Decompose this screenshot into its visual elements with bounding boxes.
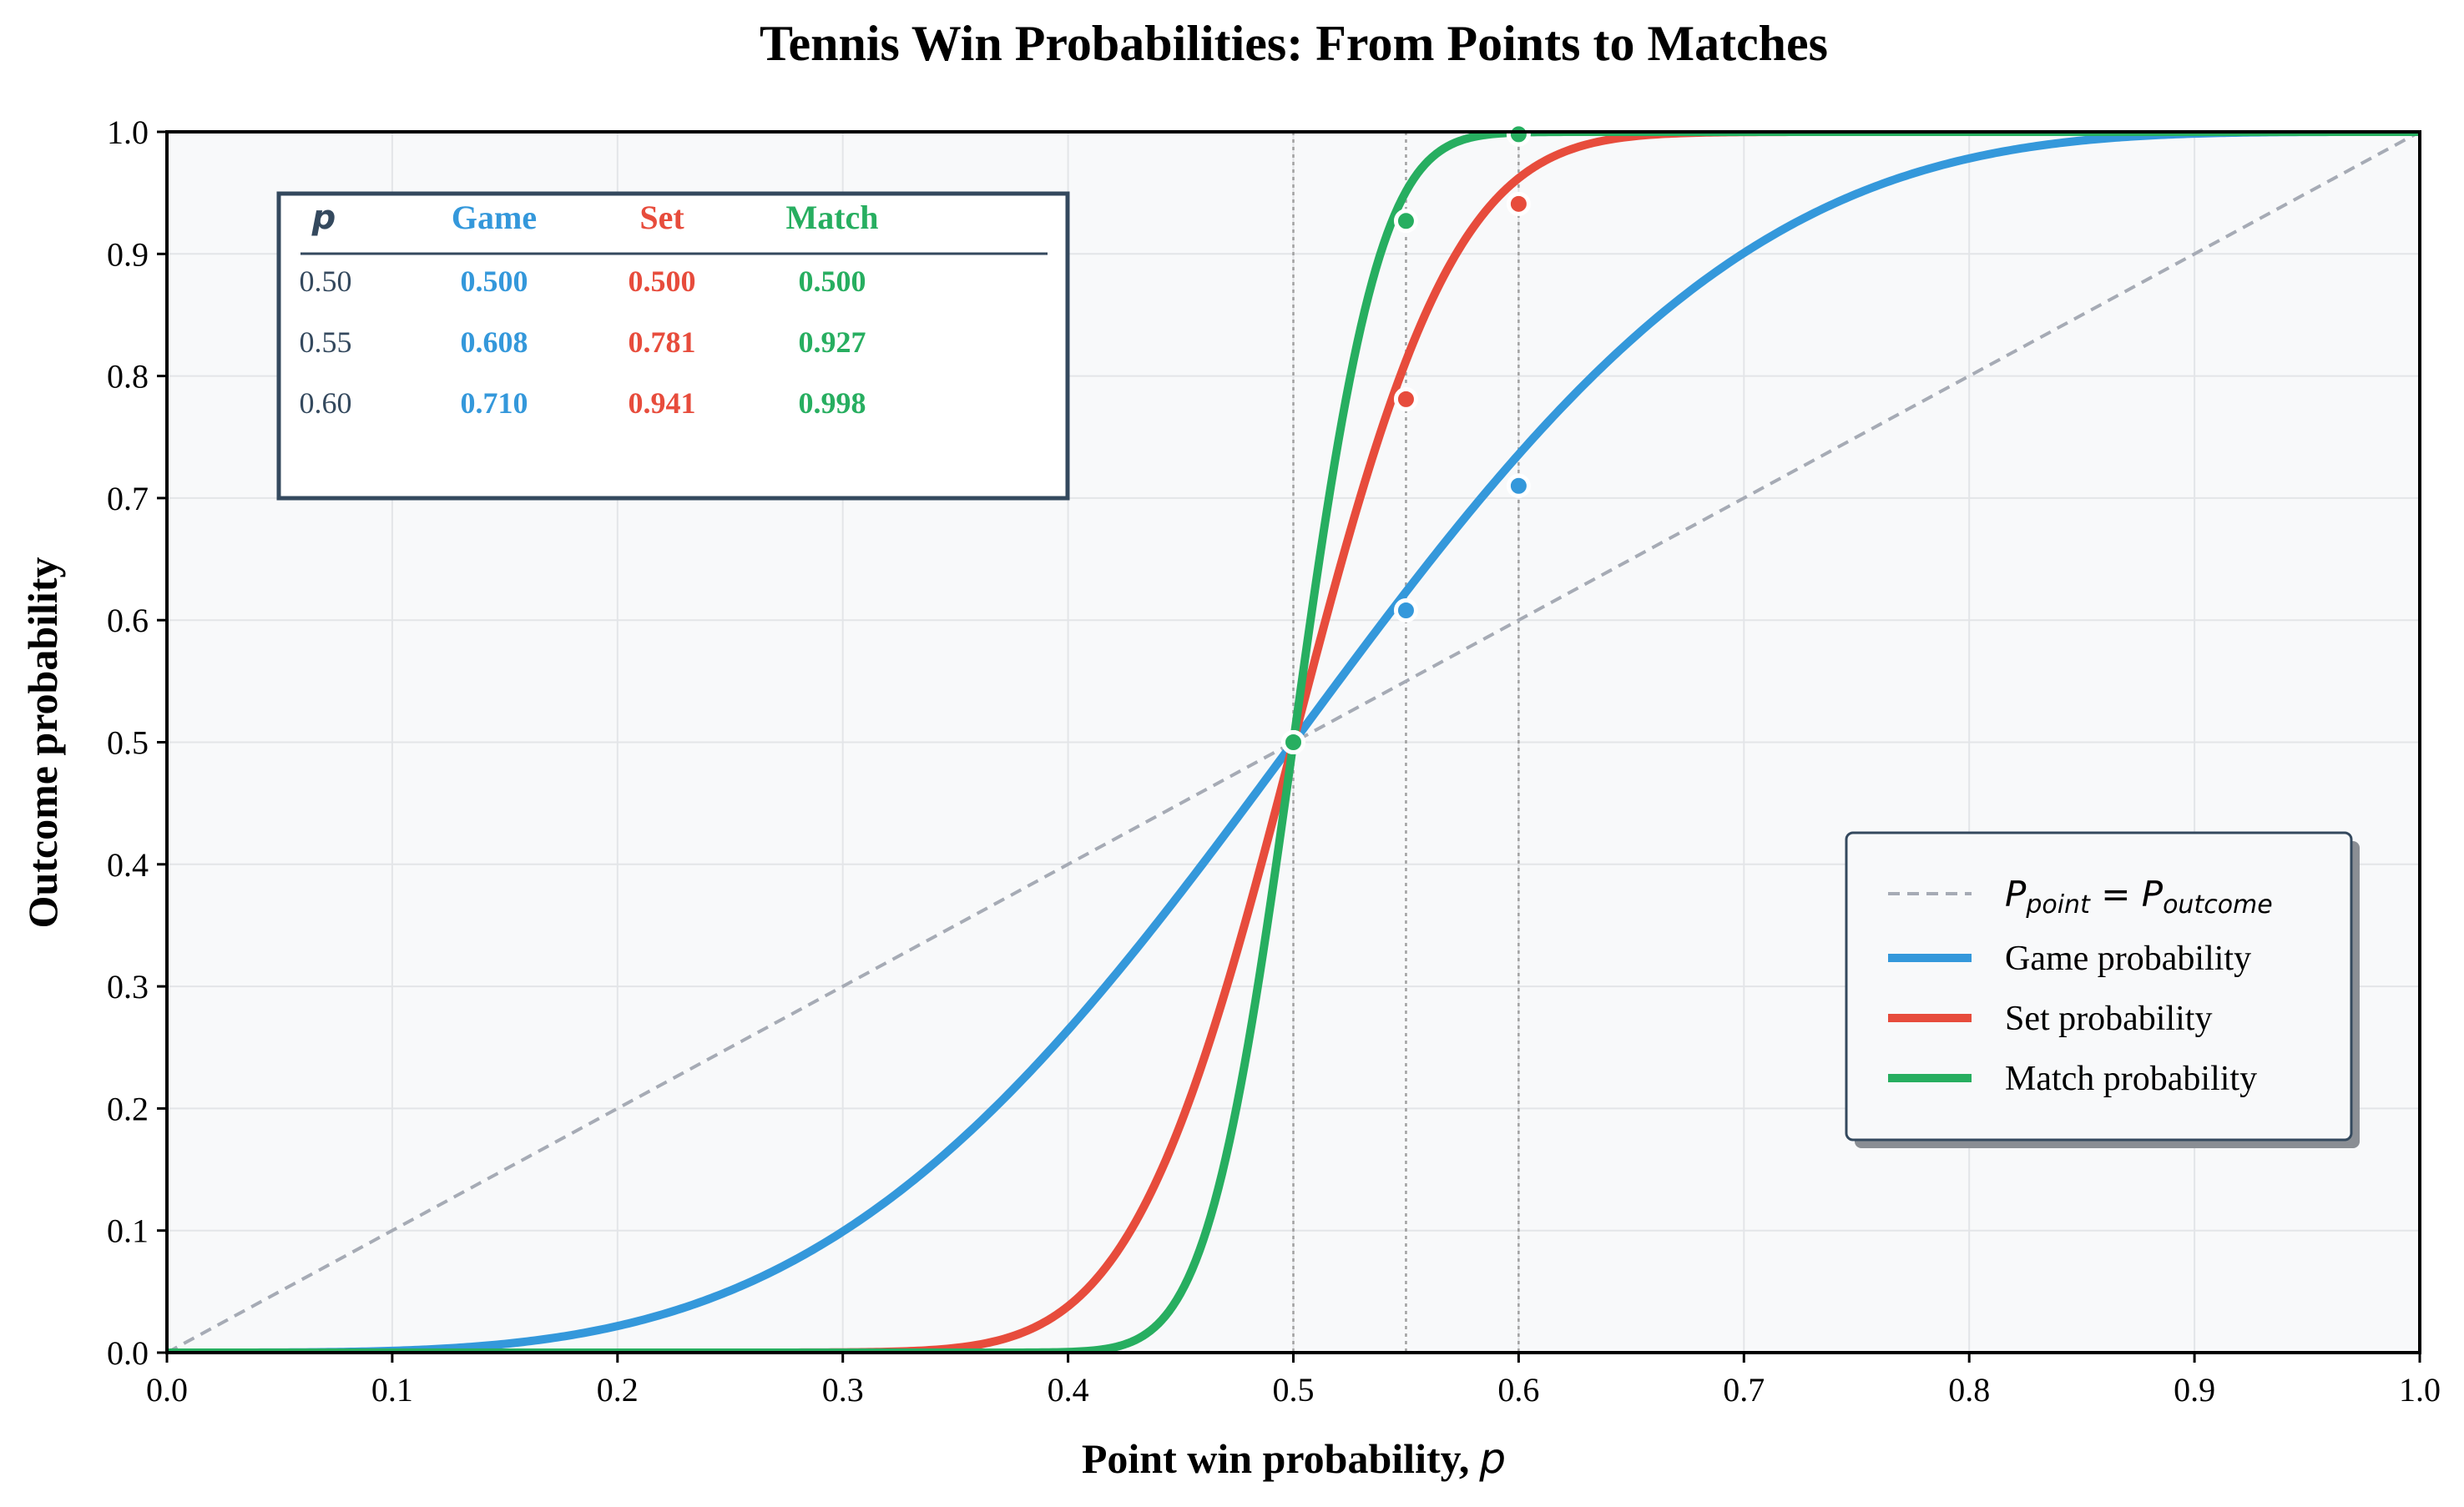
x-tick-label: 0.1 xyxy=(371,1371,413,1409)
legend-label-game: Game probability xyxy=(2005,940,2251,978)
match-marker xyxy=(1393,209,1418,234)
x-tick-label: 0.8 xyxy=(1948,1371,1990,1409)
values-table: p Game Set Match 0.50 0.500 0.500 0.500 … xyxy=(276,191,1070,501)
x-tick-label: 0.9 xyxy=(2174,1371,2215,1409)
legend-label-match: Match probability xyxy=(2005,1060,2257,1098)
table-header-set: Set xyxy=(639,199,684,236)
legend-label-set: Set probability xyxy=(2005,1000,2212,1038)
y-tick-label: 0.7 xyxy=(107,480,149,517)
table-row-1-p: 0.55 xyxy=(300,325,352,359)
y-axis-label: Outcome probability xyxy=(19,557,66,929)
table-row-2-p: 0.60 xyxy=(300,386,352,420)
table-row-1-set: 0.781 xyxy=(629,325,696,359)
y-tick-label: 0.8 xyxy=(107,358,149,396)
match-marker xyxy=(1281,730,1305,754)
y-axis-ticks: 0.0 0.1 0.2 0.3 0.4 0.5 0.6 0.7 0.8 0.9 1.0 xyxy=(107,113,167,1372)
table-row-0-p: 0.50 xyxy=(300,265,352,298)
x-tick-label: 0.5 xyxy=(1273,1371,1315,1409)
table-header-match: Match xyxy=(785,199,878,236)
x-tick-label: 0.2 xyxy=(597,1371,639,1409)
y-tick-label: 0.6 xyxy=(107,602,149,639)
table-row-2-match: 0.998 xyxy=(799,386,866,420)
x-tick-label: 0.7 xyxy=(1723,1371,1765,1409)
x-tick-label: 0.6 xyxy=(1497,1371,1539,1409)
diagonal-line xyxy=(167,132,2420,1353)
y-tick-label: 0.1 xyxy=(107,1212,149,1250)
highlight-markers xyxy=(1281,122,1531,754)
table-frame xyxy=(276,191,1070,501)
table-row-2-game: 0.710 xyxy=(461,386,528,420)
x-tick-label: 0.4 xyxy=(1048,1371,1089,1409)
legend-label-diagonal: Ppoint = Poutcome xyxy=(2005,874,2273,920)
table-header-game: Game xyxy=(452,199,537,236)
y-tick-label: 0.5 xyxy=(107,724,149,762)
legend: Ppoint = Poutcome Game probability Set p… xyxy=(1845,831,2360,1148)
y-tick-label: 0.9 xyxy=(107,235,149,273)
table-row-0-game: 0.500 xyxy=(461,265,528,298)
table-row-2-set: 0.941 xyxy=(629,386,696,420)
y-tick-label: 0.3 xyxy=(107,968,149,1006)
legend-box xyxy=(1845,831,2353,1142)
table-row-0-set: 0.500 xyxy=(629,265,696,298)
set-marker xyxy=(1393,386,1418,411)
x-tick-label: 1.0 xyxy=(2399,1371,2441,1409)
set-marker xyxy=(1506,191,1531,216)
y-tick-label: 1.0 xyxy=(107,113,149,151)
x-tick-label: 0.3 xyxy=(822,1371,864,1409)
game-marker xyxy=(1393,597,1418,622)
x-axis-label: Point win probability, p xyxy=(1082,1434,1506,1483)
match-marker xyxy=(1506,122,1531,147)
table-row-1-match: 0.927 xyxy=(799,325,866,359)
table-row-0-match: 0.500 xyxy=(799,265,866,298)
y-tick-label: 0.0 xyxy=(107,1334,149,1372)
table-row-1-game: 0.608 xyxy=(461,325,528,359)
y-tick-label: 0.2 xyxy=(107,1090,149,1127)
x-axis-ticks: 0.0 0.1 0.2 0.3 0.4 0.5 0.6 0.7 0.8 0.9 1.0 xyxy=(146,1353,2441,1409)
x-tick-label: 0.0 xyxy=(146,1371,188,1409)
y-tick-label: 0.4 xyxy=(107,846,149,884)
table-header-p: p xyxy=(311,199,336,237)
chart-title: Tennis Win Probabilities: From Points to… xyxy=(760,16,1828,71)
game-marker xyxy=(1506,473,1531,498)
